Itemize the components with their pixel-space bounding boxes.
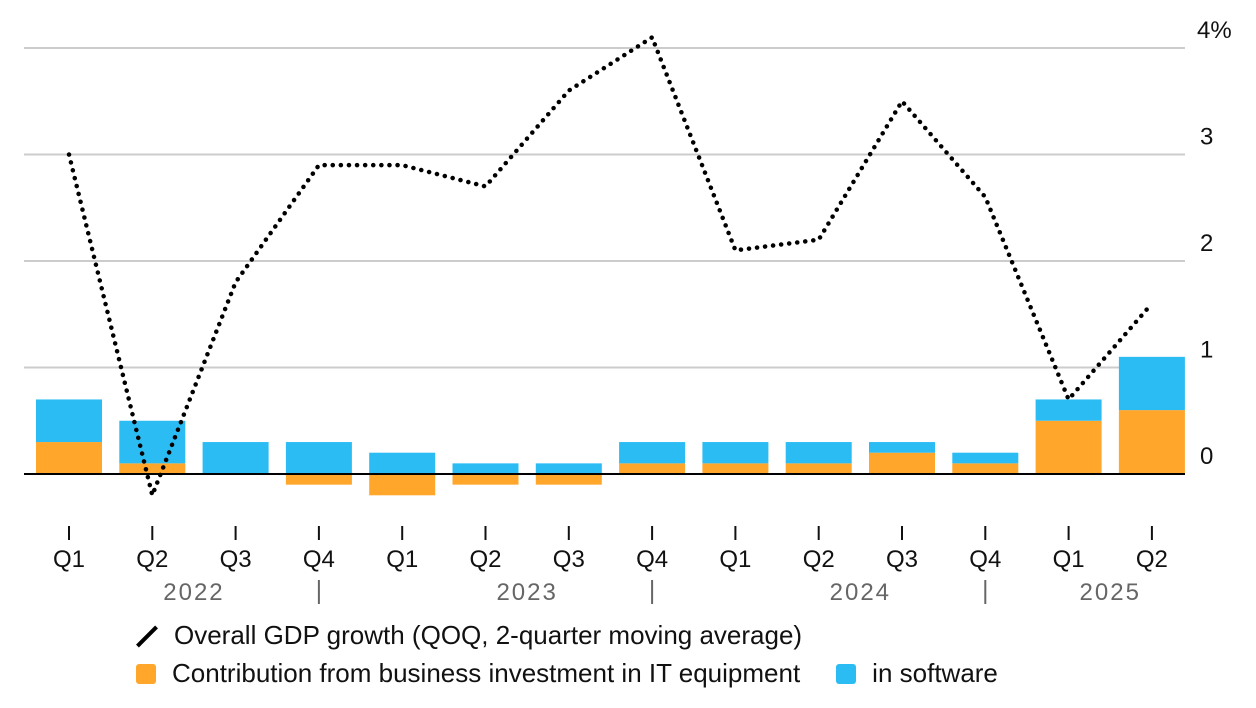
legend-row-1: Overall GDP growth (QOQ, 2-quarter movin… (136, 620, 802, 651)
bar-it-equipment (1118, 410, 1185, 474)
bar-software (869, 442, 935, 453)
x-tick-label: Q4 (636, 546, 668, 573)
gridlines (24, 47, 1185, 369)
bar-software (369, 452, 436, 474)
bar-software (702, 442, 769, 464)
bar-software (285, 442, 352, 474)
bar-it-equipment (619, 463, 686, 474)
y-tick-label: 1 (1200, 337, 1213, 364)
bar-software (36, 399, 102, 443)
x-tick-label: Q1 (53, 546, 85, 573)
legend-item-it-equipment: Contribution from business investment in… (136, 658, 800, 689)
bar-it-equipment (452, 474, 519, 485)
bar-it-equipment (36, 442, 102, 474)
year-label: 2023 (496, 579, 557, 606)
x-tick-label: Q1 (1053, 546, 1085, 573)
x-tick-label: Q2 (136, 546, 168, 573)
legend-label-it-equipment: Contribution from business investment in… (172, 658, 801, 688)
bar-it-equipment (869, 452, 935, 474)
y-tick-label: 4% (1197, 17, 1232, 44)
bar-software (452, 463, 519, 474)
bar-software (785, 442, 852, 464)
bar-software (1035, 399, 1102, 421)
line-key-icon (136, 625, 158, 647)
bar-software (952, 452, 1019, 464)
x-tick-label: Q3 (553, 546, 585, 573)
bar-it-equipment (1035, 420, 1102, 474)
legend-label-gdp: Overall GDP growth (QOQ, 2-quarter movin… (174, 620, 803, 650)
gdp-line (66, 35, 1155, 498)
x-tick-label: Q3 (220, 546, 252, 573)
x-tick-label: Q1 (386, 546, 418, 573)
x-tick-label: Q3 (886, 546, 918, 573)
legend-row-2: Contribution from business investment in… (136, 658, 998, 689)
x-tick-label: Q4 (969, 546, 1001, 573)
year-label: 2025 (1080, 579, 1141, 606)
bar-software (119, 420, 186, 464)
y-tick-labels: 0 1 2 3 4% (1197, 17, 1232, 470)
bar-it-equipment (952, 463, 1019, 474)
x-tick-label: Q2 (1136, 546, 1168, 573)
y-tick-label: 3 (1200, 124, 1213, 151)
year-label: 2024 (830, 579, 891, 606)
swatch-software-icon (836, 663, 857, 684)
y-tick-label: 0 (1200, 443, 1213, 470)
bar-it-equipment (285, 474, 352, 485)
bar-software (1118, 356, 1185, 411)
year-label: 2022 (163, 579, 224, 606)
bar-software (202, 442, 269, 474)
x-tick-label: Q2 (803, 546, 835, 573)
legend-label-software: in software (872, 658, 998, 688)
gdp-line-layer (66, 35, 1155, 498)
y-tick-label: 2 (1200, 230, 1213, 257)
bar-it-equipment (119, 463, 186, 474)
bar-software (535, 463, 602, 474)
bar-it-equipment (702, 463, 769, 474)
x-tick-labels: Q1 Q2 Q3 Q4 Q1 Q2 Q3 Q4 Q1 Q2 Q3 Q4 Q1 Q2 2022 2023 2024… (53, 526, 1168, 606)
legend-item-gdp: Overall GDP growth (QOQ, 2-quarter movin… (136, 620, 802, 651)
bars (36, 356, 1185, 496)
bar-it-equipment (535, 474, 602, 485)
swatch-it-equipment-icon (136, 663, 156, 684)
bar-software (619, 442, 686, 464)
legend-item-software: in software (836, 658, 998, 689)
x-tick-label: Q1 (719, 546, 751, 573)
x-tick-label: Q2 (469, 546, 501, 573)
bar-it-equipment (369, 474, 436, 496)
x-tick-label: Q4 (303, 546, 335, 573)
bar-it-equipment (785, 463, 852, 474)
